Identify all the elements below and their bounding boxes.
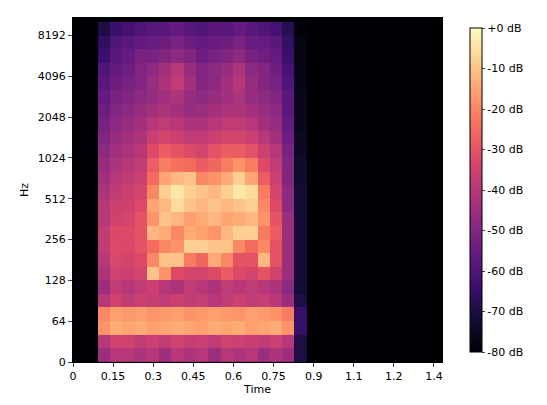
svg-text:0.9: 0.9 — [305, 370, 323, 383]
svg-text:-50 dB: -50 dB — [487, 224, 523, 237]
svg-text:0: 0 — [70, 370, 77, 383]
svg-text:1024: 1024 — [38, 152, 66, 165]
svg-text:0.6: 0.6 — [225, 370, 243, 383]
svg-text:-30 dB: -30 dB — [487, 143, 523, 156]
svg-text:0.15: 0.15 — [101, 370, 126, 383]
svg-text:Time: Time — [243, 383, 271, 396]
svg-text:0.75: 0.75 — [261, 370, 286, 383]
svg-text:8192: 8192 — [38, 29, 66, 42]
svg-text:0.45: 0.45 — [181, 370, 206, 383]
svg-text:-40 dB: -40 dB — [487, 184, 523, 197]
svg-text:-60 dB: -60 dB — [487, 265, 523, 278]
svg-text:Hz: Hz — [18, 183, 31, 197]
svg-text:-80 dB: -80 dB — [487, 346, 523, 359]
svg-text:1.1: 1.1 — [345, 370, 363, 383]
svg-text:-70 dB: -70 dB — [487, 305, 523, 318]
svg-text:-20 dB: -20 dB — [487, 103, 523, 116]
svg-text:0.3: 0.3 — [144, 370, 162, 383]
svg-text:4096: 4096 — [38, 70, 66, 83]
svg-text:1.4: 1.4 — [425, 370, 443, 383]
svg-text:0: 0 — [59, 356, 66, 369]
svg-text:256: 256 — [45, 233, 66, 246]
svg-text:64: 64 — [52, 315, 66, 328]
svg-text:1.2: 1.2 — [385, 370, 403, 383]
svg-text:+0 dB: +0 dB — [487, 22, 521, 35]
svg-text:2048: 2048 — [38, 111, 66, 124]
svg-text:-10 dB: -10 dB — [487, 62, 523, 75]
svg-text:512: 512 — [45, 193, 66, 206]
svg-text:128: 128 — [45, 274, 66, 287]
